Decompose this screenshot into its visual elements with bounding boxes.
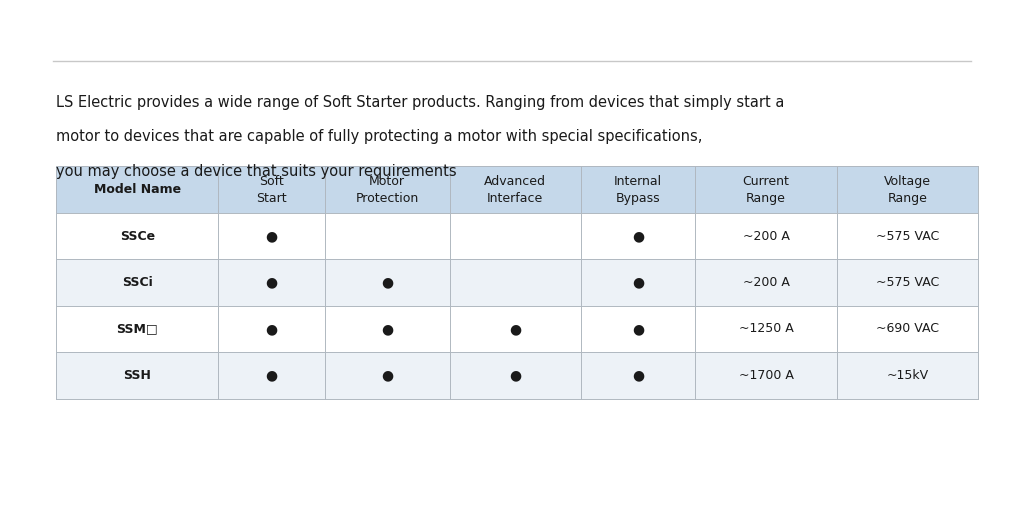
Text: SSCe: SSCe: [120, 230, 155, 242]
FancyBboxPatch shape: [56, 166, 978, 213]
Text: Model Name: Model Name: [93, 183, 181, 196]
Text: SSH: SSH: [123, 369, 152, 382]
Text: ~690 VAC: ~690 VAC: [876, 323, 939, 335]
Text: motor to devices that are capable of fully protecting a motor with special speci: motor to devices that are capable of ful…: [56, 129, 702, 144]
Text: ●: ●: [632, 229, 644, 243]
Text: ●: ●: [509, 322, 521, 336]
Text: ●: ●: [265, 369, 278, 382]
Text: ●: ●: [265, 322, 278, 336]
Text: ~1250 A: ~1250 A: [738, 323, 794, 335]
Text: you may choose a device that suits your requirements: you may choose a device that suits your …: [56, 164, 457, 178]
Text: SSCi: SSCi: [122, 276, 153, 289]
Text: Voltage
Range: Voltage Range: [884, 175, 931, 204]
Text: Motor
Protection: Motor Protection: [355, 175, 419, 204]
Text: ~575 VAC: ~575 VAC: [876, 230, 939, 242]
Text: ~15kV: ~15kV: [886, 369, 929, 382]
Text: Soft
Start: Soft Start: [256, 175, 287, 204]
Text: ●: ●: [265, 276, 278, 289]
Text: ●: ●: [381, 369, 393, 382]
Text: ~200 A: ~200 A: [742, 230, 790, 242]
FancyBboxPatch shape: [56, 352, 978, 399]
Text: Internal
Bypass: Internal Bypass: [614, 175, 662, 204]
FancyBboxPatch shape: [56, 259, 978, 306]
Text: ●: ●: [632, 369, 644, 382]
FancyBboxPatch shape: [56, 213, 978, 259]
Text: ●: ●: [632, 276, 644, 289]
Text: ●: ●: [265, 229, 278, 243]
Text: ●: ●: [381, 322, 393, 336]
Text: Current
Range: Current Range: [742, 175, 790, 204]
Text: ●: ●: [381, 276, 393, 289]
Text: ●: ●: [509, 369, 521, 382]
FancyBboxPatch shape: [56, 306, 978, 352]
Text: LS Electric provides a wide range of Soft Starter products. Ranging from devices: LS Electric provides a wide range of Sof…: [56, 95, 784, 110]
Text: ~1700 A: ~1700 A: [738, 369, 794, 382]
Text: ~200 A: ~200 A: [742, 276, 790, 289]
Text: ~575 VAC: ~575 VAC: [876, 276, 939, 289]
Text: ●: ●: [632, 322, 644, 336]
Text: Advanced
Interface: Advanced Interface: [484, 175, 546, 204]
Text: SSM□: SSM□: [117, 323, 158, 335]
